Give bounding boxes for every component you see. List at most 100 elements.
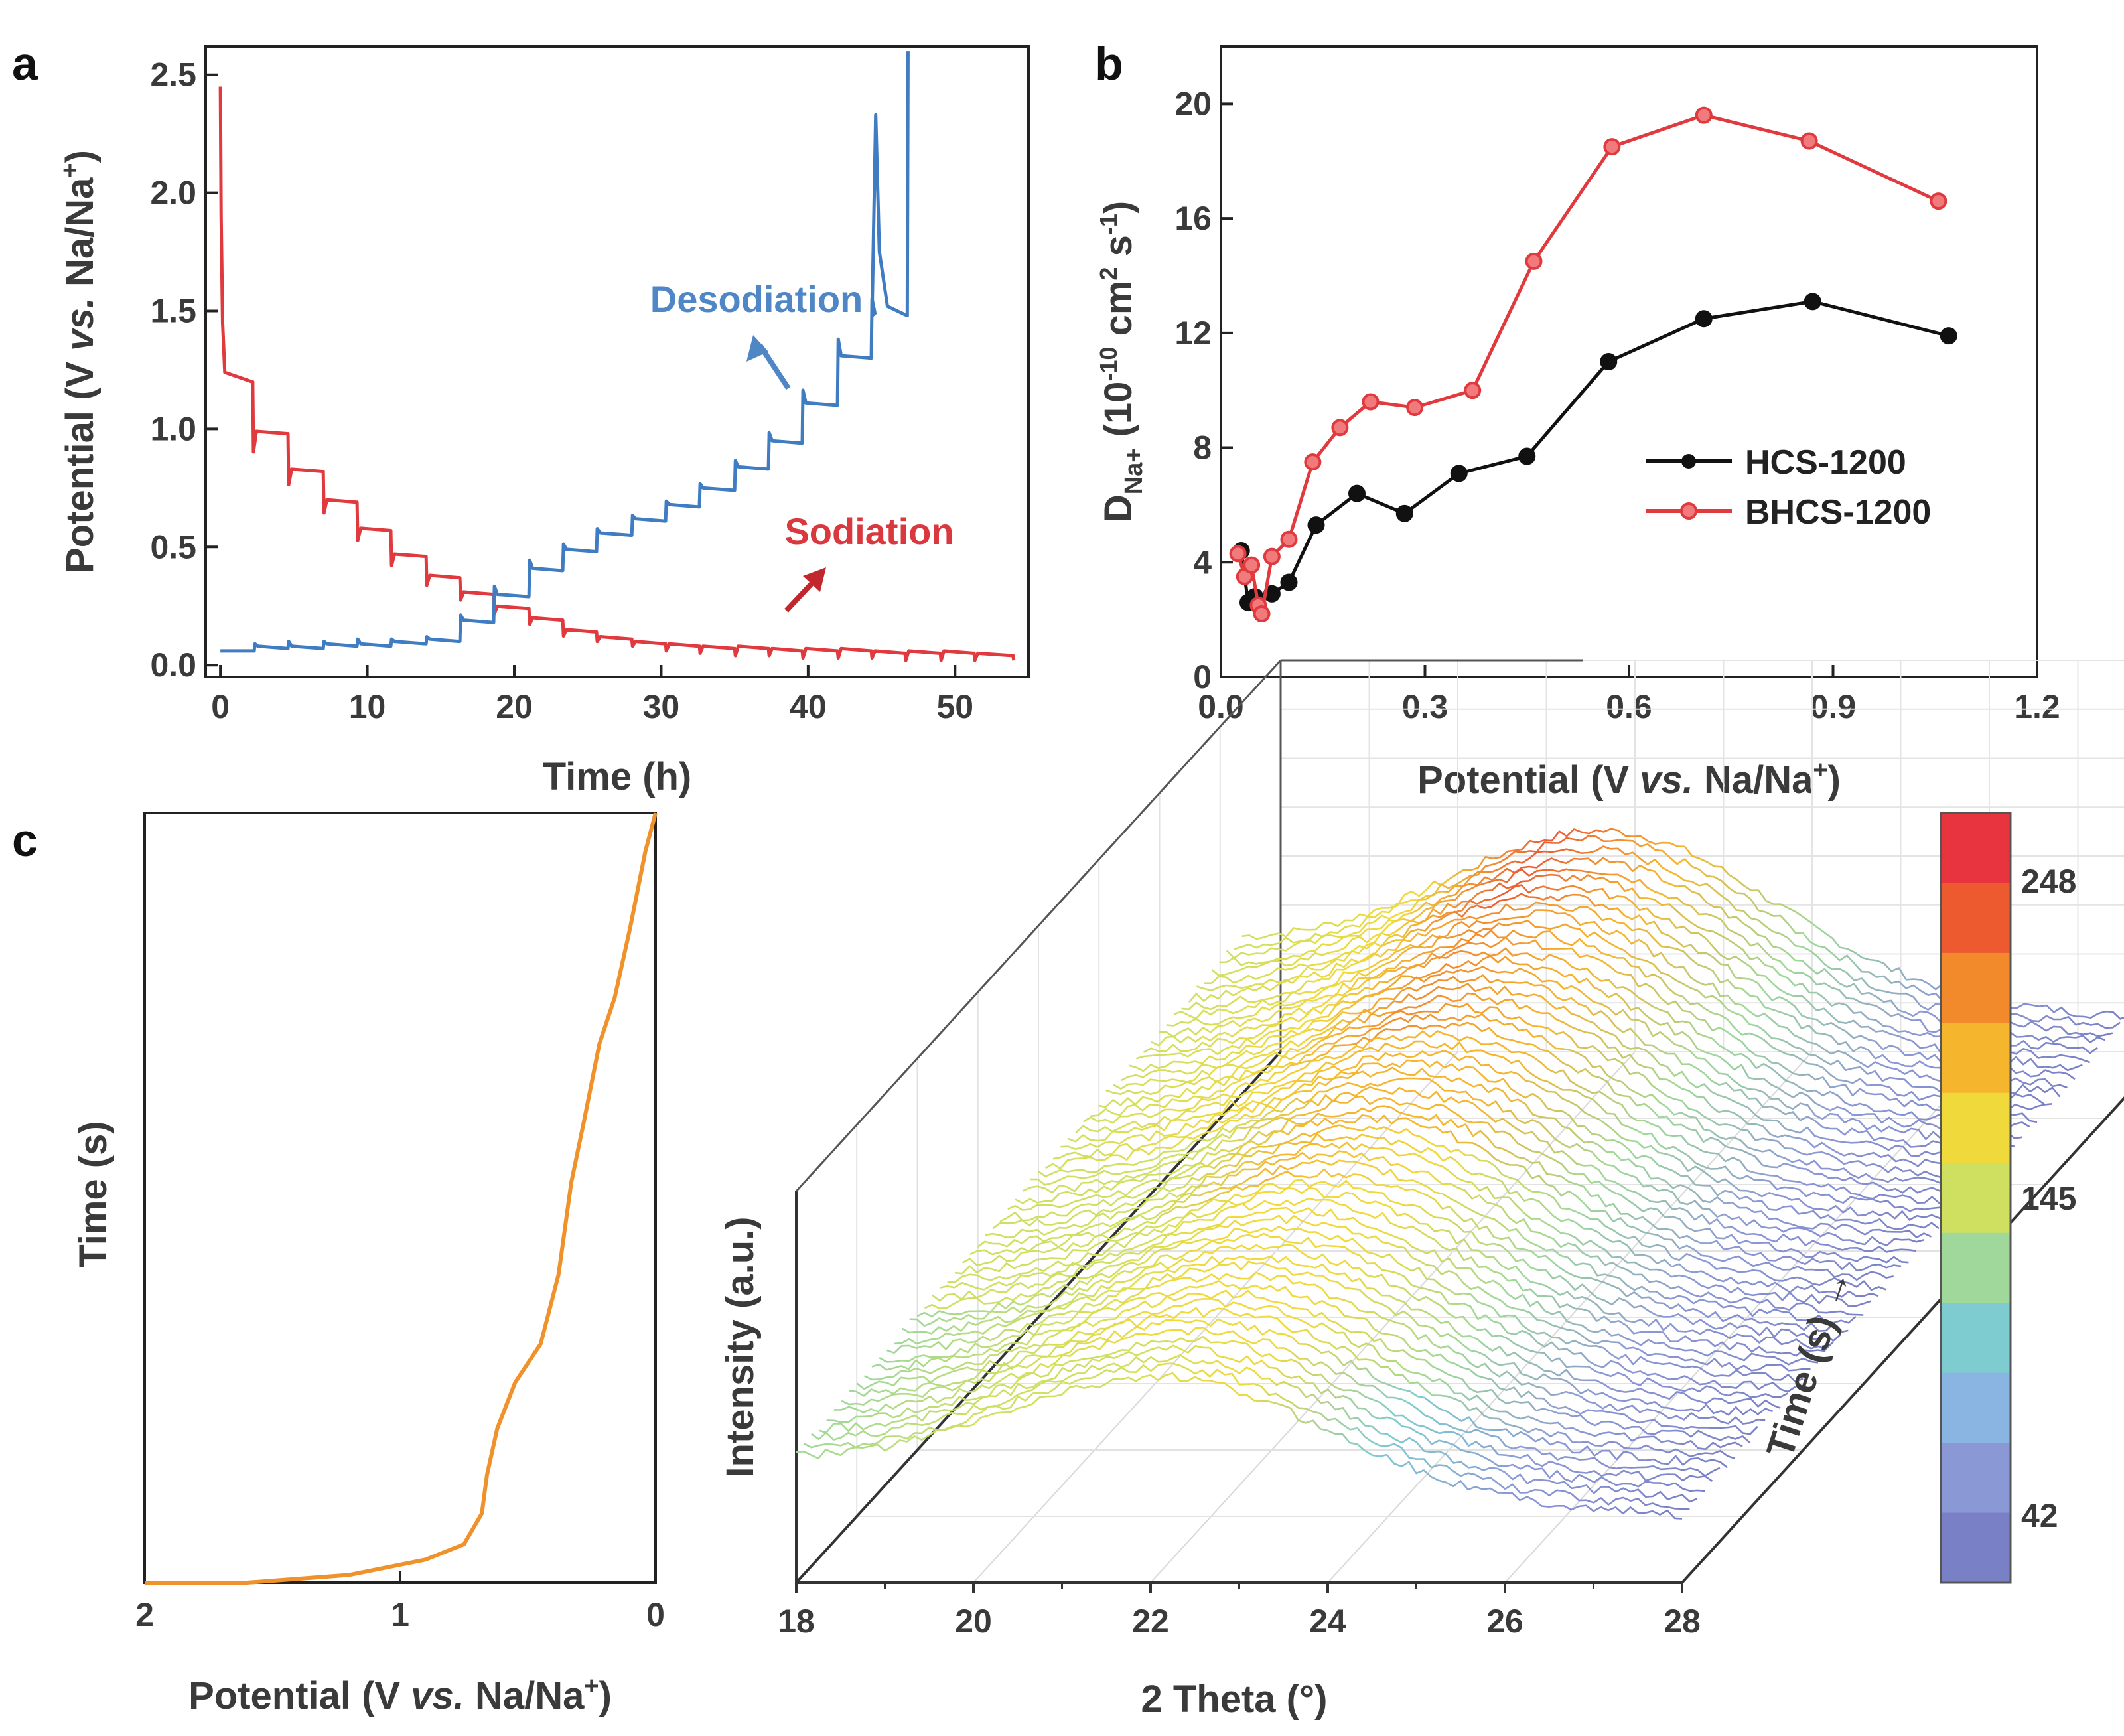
waterfall-trace	[856, 1298, 1743, 1451]
sodiation-arrowhead	[803, 567, 826, 592]
waterfall-trace	[1159, 929, 2045, 1111]
legend-marker-hcs	[1681, 454, 1696, 469]
panel-a-xlabel: Time (h)	[543, 755, 692, 798]
data-point-hcs	[1804, 293, 1821, 311]
legend-label-bhcs: BHCS-1200	[1745, 493, 1931, 532]
panel-a-xtick-label: 50	[936, 688, 973, 725]
panel-b-ticks: 0.0 0.3 0.6 0.9 1.2 0 4 8 12 16 20	[1174, 85, 2060, 725]
waterfall-trace	[1128, 966, 2015, 1147]
waterfall-trace	[841, 1318, 1729, 1469]
waterfall-trace	[796, 1372, 1683, 1520]
waterfall-trace	[1120, 974, 2007, 1155]
desodiation-curve	[220, 51, 910, 653]
waterfall-trace	[1188, 893, 2076, 1080]
waterfall-trace	[1196, 884, 2083, 1072]
panel-a: a 0 10 20 30 40 50 0.0 0.5 1.0 1.5 2.0 2.5 Time (h)…	[12, 38, 1030, 798]
panel-c-left-xtick-label: 1	[391, 1596, 409, 1633]
waterfall-trace	[1166, 920, 2052, 1106]
waterfall-trace	[894, 1255, 1781, 1409]
waterfall-trace	[1105, 992, 1992, 1169]
colorbar-segment	[1941, 883, 2011, 919]
panel-c-right-traces	[796, 828, 2124, 1520]
panel-b-ytick-label: 0	[1193, 658, 1212, 695]
panel-c-left-xlabel: Potential (V vs. Na/Na+)	[188, 1672, 612, 1717]
series-line-bhcs	[1236, 113, 1940, 620]
axis-edge	[795, 659, 1282, 1193]
axis-edge	[795, 1050, 1282, 1584]
waterfall-trace	[992, 1133, 1879, 1298]
panel-label-a: a	[12, 38, 38, 90]
colorbar-segment	[1941, 1548, 2011, 1583]
panel-a-frame	[204, 45, 1030, 678]
data-point-hcs	[1395, 504, 1413, 522]
colorbar-segment	[1941, 1372, 2011, 1409]
panel-a-ylabel: Potential (V vs. Na/Na+)	[56, 150, 102, 573]
panel-b-ytick-label: 4	[1193, 543, 1212, 581]
waterfall-xtick-label: 26	[1486, 1603, 1523, 1640]
colorbar-segment	[1941, 1163, 2011, 1198]
waterfall-trace	[932, 1206, 1819, 1366]
waterfall-trace	[826, 1336, 1713, 1482]
waterfall-trace	[1052, 1059, 1940, 1230]
panel-c-right-ylabel: Intensity (a.u.)	[719, 1216, 762, 1477]
waterfall-trace	[1181, 901, 2068, 1089]
waterfall-trace	[1015, 1105, 1902, 1272]
waterfall-trace	[985, 1141, 1872, 1307]
colorbar-segment	[1941, 987, 2011, 1024]
colorbar-segment	[1941, 1477, 2011, 1514]
data-point-bhcs	[1253, 605, 1271, 622]
data-point-bhcs	[1464, 382, 1482, 399]
panel-c-left-frame	[143, 812, 657, 1584]
colorbar-segment	[1941, 918, 2011, 954]
waterfall-trace	[961, 1168, 1849, 1333]
data-point-hcs	[1518, 447, 1536, 465]
waterfall-trace	[871, 1280, 1758, 1435]
waterfall-xtick-label: 24	[1309, 1603, 1346, 1640]
colorbar-frame	[1940, 812, 2012, 1584]
waterfall-xtick-label: 20	[955, 1603, 992, 1640]
data-point-hcs	[1600, 353, 1618, 370]
waterfall-trace	[1007, 1114, 1894, 1281]
desodiation-annotation: Desodiation	[650, 278, 863, 320]
potential-time-curve	[145, 812, 658, 1585]
data-point-bhcs	[1243, 556, 1261, 574]
panel-a-series	[218, 51, 1016, 662]
data-point-bhcs	[1280, 530, 1298, 548]
waterfall-trace	[1135, 955, 2022, 1139]
waterfall-trace	[969, 1159, 1857, 1324]
colorbar-segment	[1941, 1058, 2011, 1094]
sodiation-curve	[218, 86, 1016, 662]
colorbar: 248 145 42	[1940, 812, 2076, 1584]
desodiation-arrowhead	[746, 335, 768, 362]
data-point-bhcs	[1800, 132, 1818, 150]
panel-a-ytick-label: 2.0	[150, 175, 196, 212]
waterfall-trace	[886, 1260, 1774, 1416]
data-point-bhcs	[1331, 419, 1349, 437]
waterfall-trace	[1113, 983, 2000, 1165]
sodiation-annotation: Sodiation	[784, 510, 954, 552]
panel-c-left-xtick-label: 0	[646, 1596, 665, 1633]
waterfall-trace	[1030, 1086, 1917, 1253]
panel-a-xtick-label: 40	[790, 688, 827, 725]
data-point-bhcs	[1930, 192, 1947, 210]
data-point-hcs	[1695, 310, 1713, 328]
waterfall-trace	[1037, 1077, 1924, 1246]
waterfall-trace	[1143, 947, 2030, 1129]
colorbar-segment	[1941, 1303, 2011, 1338]
panel-b-xlabel: Potential (V vs. Na/Na+)	[1417, 757, 1841, 802]
data-point-hcs	[1940, 327, 1957, 345]
waterfall-trace	[1060, 1050, 1947, 1222]
waterfall-trace	[1090, 1013, 1977, 1189]
colorbar-segment	[1941, 1512, 2011, 1549]
waterfall-trace	[818, 1344, 1705, 1492]
panel-c-right-ticks: 18 20 22 24 26 28	[778, 1583, 1701, 1640]
panel-b-xtick-label: 0.0	[1198, 688, 1244, 725]
waterfall-trace	[940, 1197, 1826, 1357]
panel-b-ytick-label: 12	[1174, 315, 1212, 352]
panel-label-c: c	[12, 814, 38, 866]
waterfall-trace	[947, 1187, 1834, 1350]
axis-edge	[1681, 1096, 2124, 1584]
waterfall-trace	[811, 1354, 1698, 1503]
panel-a-ytick-label: 1.0	[150, 410, 196, 447]
colorbar-segment	[1941, 1092, 2011, 1129]
